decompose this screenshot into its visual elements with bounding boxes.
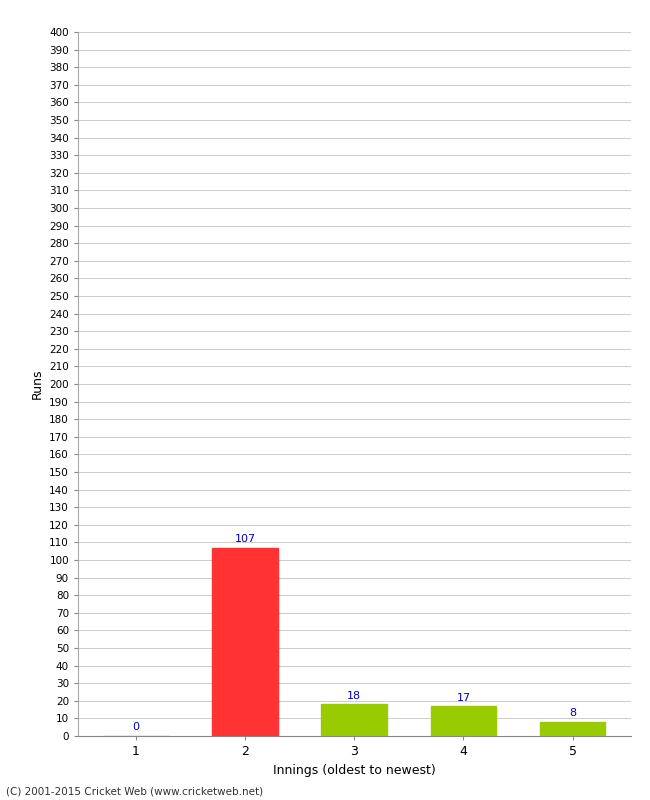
Text: 107: 107	[235, 534, 255, 544]
Y-axis label: Runs: Runs	[31, 369, 44, 399]
Text: 18: 18	[347, 690, 361, 701]
Bar	[540, 722, 605, 736]
Bar	[213, 548, 278, 736]
Text: 0: 0	[133, 722, 139, 733]
Text: (C) 2001-2015 Cricket Web (www.cricketweb.net): (C) 2001-2015 Cricket Web (www.cricketwe…	[6, 786, 264, 796]
Text: 17: 17	[456, 693, 471, 702]
Text: 8: 8	[569, 709, 576, 718]
X-axis label: Innings (oldest to newest): Innings (oldest to newest)	[273, 763, 436, 777]
Bar	[431, 706, 496, 736]
Bar	[322, 704, 387, 736]
